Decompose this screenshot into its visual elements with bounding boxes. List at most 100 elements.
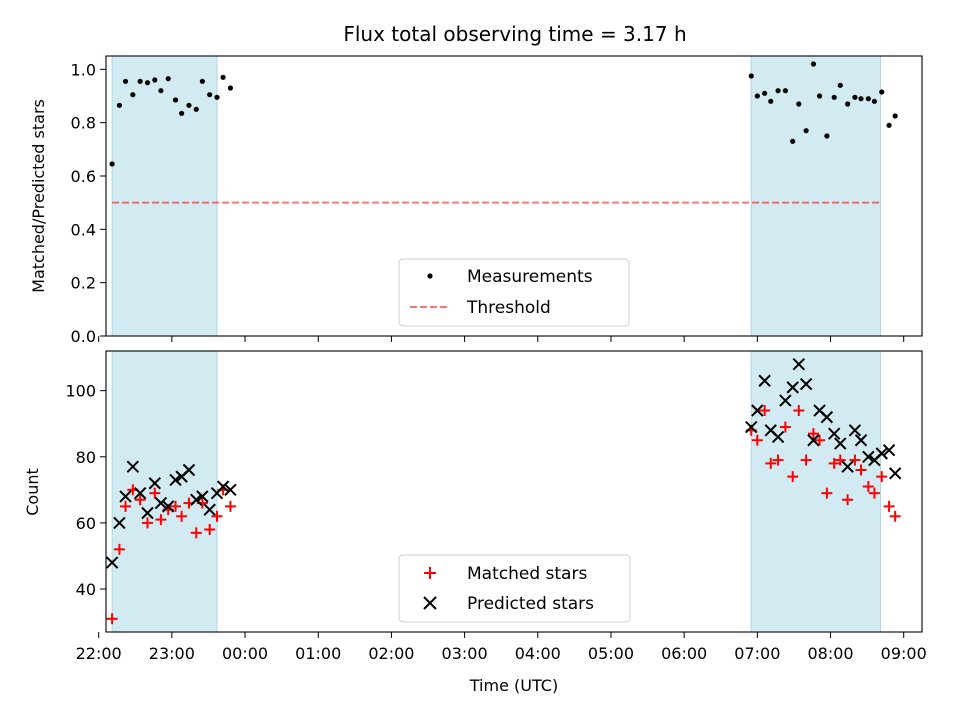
predicted-stars-point <box>799 377 813 391</box>
x-tick-label: 08:00 <box>807 644 853 663</box>
count-legend: Matched stars Predicted stars <box>398 554 631 623</box>
matched-stars-point <box>814 434 826 446</box>
matched-stars-point <box>876 471 888 483</box>
measurement-point <box>775 88 781 94</box>
series-predicted-stars <box>105 358 902 569</box>
measurement-point <box>144 80 151 86</box>
count-legend-box <box>398 554 631 623</box>
predicted-stars-point <box>888 467 902 480</box>
count-plot-frame <box>105 350 923 633</box>
predicted-stars-point <box>875 447 888 460</box>
ratio-plot-frame <box>105 55 923 337</box>
predicted-stars-point <box>161 500 175 513</box>
predicted-stars-point <box>148 477 161 490</box>
matched-stars-point <box>807 428 819 440</box>
legend-threshold-label: Threshold <box>466 298 551 318</box>
ratio-y-ticks: 0.0 0.2 0.4 0.6 0.8 1.0 <box>71 60 106 346</box>
measurement-point <box>844 101 851 107</box>
x-tick-label: 00:00 <box>222 644 268 663</box>
y-tick-label: 60 <box>76 514 96 533</box>
predicted-stars-point <box>224 483 237 497</box>
legend-measurements-label: Measurements <box>467 267 593 287</box>
count-panel: 40 60 80 100 22:00 23:00 00:00 01:00 02:00 03:00… <box>23 350 927 695</box>
ratio-x-ticks <box>98 336 905 342</box>
measurement-point <box>186 102 192 108</box>
predicted-stars-point <box>141 506 154 520</box>
y-tick-label: 80 <box>76 448 96 467</box>
observing-window-band <box>111 55 218 337</box>
ratio-observing-windows <box>111 55 882 337</box>
measurement-point <box>810 61 817 67</box>
x-tick-label: 03:00 <box>442 644 488 663</box>
matched-stars-point <box>772 454 784 466</box>
measurement-point <box>122 78 129 84</box>
matched-stars-point <box>883 500 895 512</box>
matched-stars-point <box>751 434 763 446</box>
predicted-stars-point <box>154 496 168 510</box>
x-axis-label: Time (UTC) <box>469 676 558 695</box>
matched-stars-point <box>849 454 861 466</box>
matched-stars-point <box>120 500 132 512</box>
measurement-point <box>227 85 234 91</box>
matched-stars-point <box>134 494 146 506</box>
measurement-point <box>782 88 788 94</box>
count-y-axis-label: Count <box>23 468 42 516</box>
ratio-y-axis-label: Matched/Predicted stars <box>29 99 48 293</box>
y-tick-label: 0.0 <box>71 327 96 346</box>
measurement-point <box>865 96 871 102</box>
measurement-point <box>816 93 823 99</box>
predicted-stars-point <box>196 490 209 503</box>
measurement-point <box>803 128 809 134</box>
count-x-ticks: 22:00 23:00 00:00 01:00 02:00 03:00 04:00 05:00… <box>76 632 927 663</box>
predicted-stars-point <box>126 460 140 473</box>
y-tick-label: 0.4 <box>71 220 96 239</box>
legend-matched-marker <box>424 567 436 579</box>
matched-stars-point <box>842 494 854 506</box>
matched-stars-point <box>779 421 791 433</box>
predicted-stars-point <box>105 556 119 569</box>
predicted-stars-point <box>216 480 230 493</box>
x-tick-label: 04:00 <box>515 644 561 663</box>
x-tick-label: 07:00 <box>734 644 780 663</box>
measurement-point <box>824 133 830 139</box>
y-tick-label: 100 <box>65 382 96 401</box>
measurement-point <box>858 96 864 102</box>
measurement-point <box>130 92 136 98</box>
measurement-point <box>892 113 898 119</box>
y-tick-label: 0.6 <box>71 167 96 186</box>
predicted-stars-point <box>834 437 847 450</box>
legend-measurements-marker <box>427 273 433 279</box>
measurement-point <box>158 88 164 94</box>
matched-stars-point <box>113 543 125 555</box>
measurement-point <box>137 78 143 84</box>
predicted-stars-point <box>882 443 896 457</box>
predicted-stars-point <box>786 381 799 394</box>
y-tick-label: 0.8 <box>71 114 96 133</box>
matched-stars-point <box>855 464 867 476</box>
matched-stars-point <box>155 514 167 526</box>
matched-stars-point <box>211 510 223 522</box>
chart-title: Flux total observing time = 3.17 h <box>343 22 686 46</box>
measurement-point <box>152 77 158 83</box>
matched-stars-point <box>106 613 118 625</box>
count-series <box>105 358 902 625</box>
predicted-stars-point <box>841 460 854 473</box>
predicted-stars-point <box>779 394 792 407</box>
predicted-stars-point <box>792 358 806 371</box>
measurement-point <box>179 110 185 116</box>
measurement-point <box>837 82 843 88</box>
measurement-point <box>220 74 226 80</box>
measurement-point <box>768 98 774 104</box>
legend-predicted-marker <box>423 596 437 610</box>
observing-window-band <box>750 350 882 633</box>
count-y-ticks: 40 60 80 100 <box>65 382 106 599</box>
matched-stars-point <box>800 454 812 466</box>
series-matched-stars <box>106 405 901 625</box>
y-tick-label: 1.0 <box>71 60 96 79</box>
matched-stars-point <box>170 500 182 512</box>
measurement-point <box>852 94 858 100</box>
observing-window-band <box>111 350 218 633</box>
predicted-stars-point <box>807 434 820 447</box>
matched-stars-point <box>793 405 805 417</box>
